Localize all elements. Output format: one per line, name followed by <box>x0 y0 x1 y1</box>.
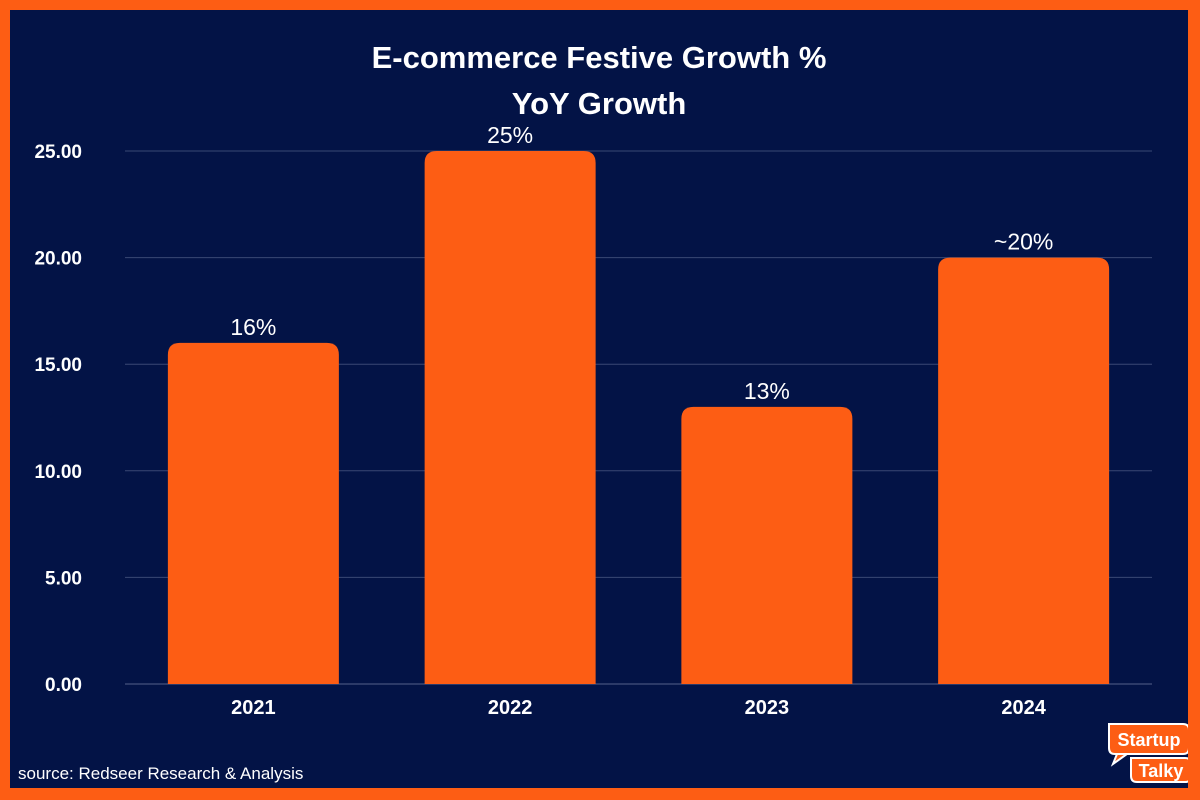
startuptalky-logo: Startup Talky <box>1108 723 1188 783</box>
data-label: 13% <box>744 378 790 404</box>
source-note: source: Redseer Research & Analysis <box>18 764 304 783</box>
chart-subtitle: YoY Growth <box>511 86 687 121</box>
chart-title: E-commerce Festive Growth % <box>371 40 827 75</box>
y-tick-label: 0.00 <box>45 675 82 696</box>
x-tick-label: 2021 <box>231 697 276 719</box>
y-tick-label: 20.00 <box>34 249 82 270</box>
x-tick-label: 2024 <box>1001 697 1046 719</box>
data-label: 25% <box>487 122 533 148</box>
y-tick-label: 10.00 <box>34 462 82 483</box>
x-tick-label: 2022 <box>488 697 533 719</box>
y-tick-label: 5.00 <box>45 568 82 589</box>
bar <box>681 406 853 684</box>
y-tick-label: 25.00 <box>34 142 82 163</box>
data-label: 16% <box>230 314 276 340</box>
chart-frame: E-commerce Festive Growth % YoY Growth 0… <box>10 10 1188 788</box>
logo-line-2: Talky <box>1139 761 1184 781</box>
y-tick-label: 15.00 <box>34 355 82 376</box>
bar <box>938 257 1110 684</box>
logo-line-1: Startup <box>1118 730 1181 750</box>
bar <box>424 151 596 684</box>
data-label: ~20% <box>994 229 1053 255</box>
bar <box>167 342 339 684</box>
x-tick-label: 2023 <box>745 697 790 719</box>
bar-chart: 0.00 5.00 10.00 15.00 20.00 25.00 16% 2021 25% 20… <box>34 122 1152 719</box>
chart-title-block: E-commerce Festive Growth % YoY Growth <box>10 10 1188 127</box>
